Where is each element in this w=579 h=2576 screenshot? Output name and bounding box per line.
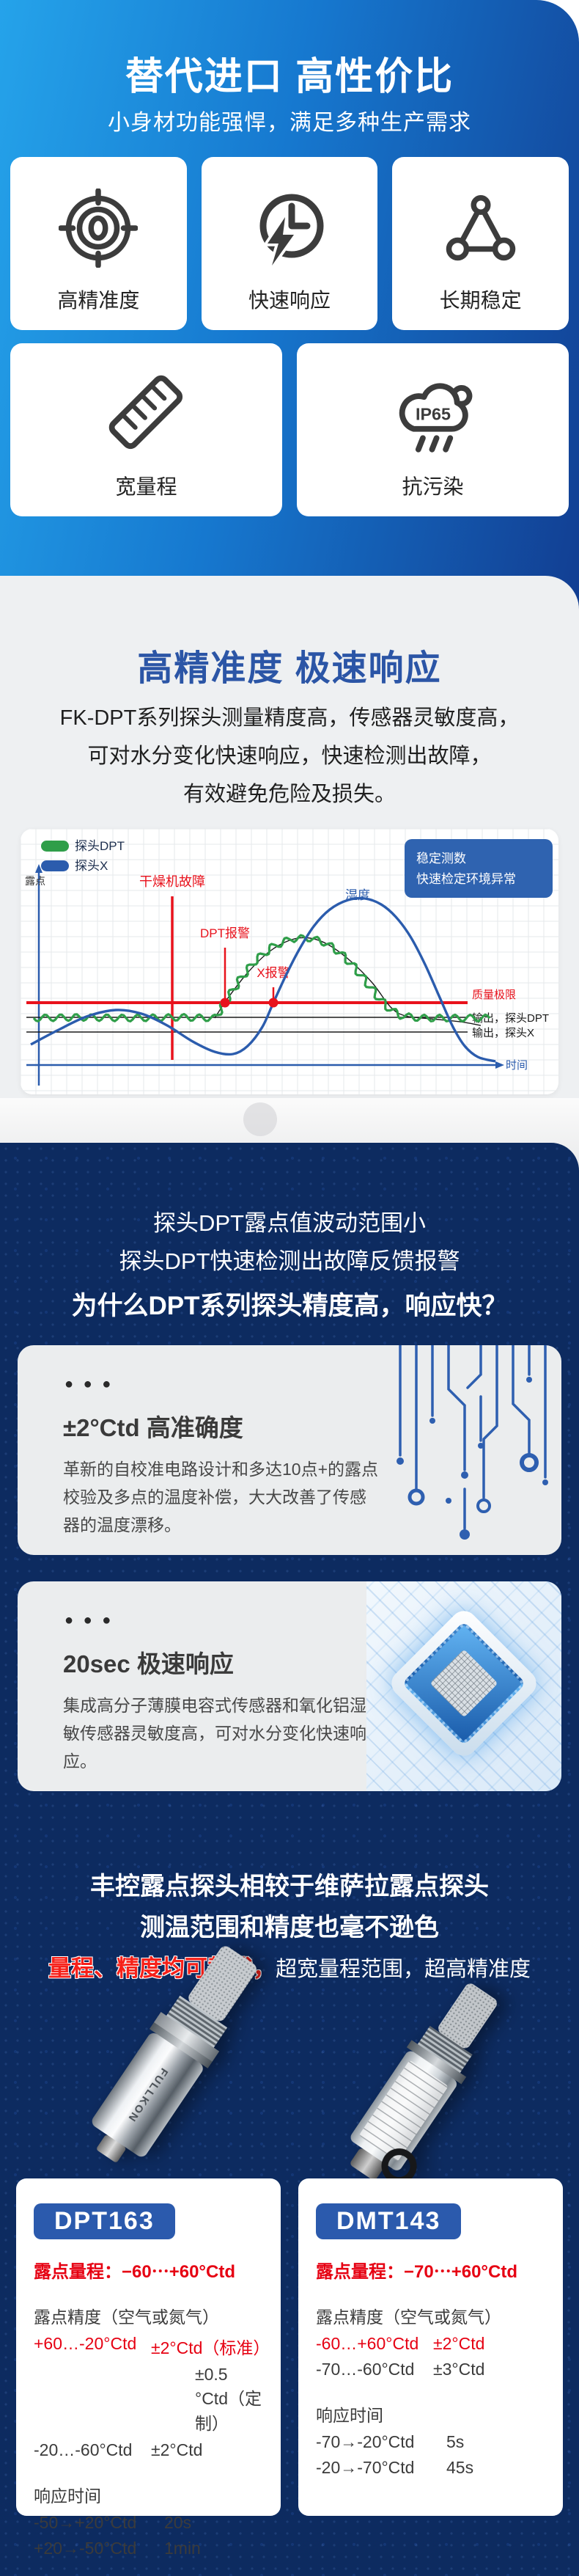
svg-text:探头DPT: 探头DPT	[75, 839, 125, 853]
feature-label: 高精准度	[57, 289, 140, 312]
feature-label: 宽量程	[115, 475, 177, 498]
feature-card-stability: 长期稳定	[392, 157, 569, 330]
spec-card-dmt143: DMT143 露点量程：−70⋯+60°Ctd 露点精度（空气或氮气） -60……	[298, 2178, 563, 2516]
dots-decoration: ● ● ●	[64, 1376, 114, 1392]
accuracy-row: -20…-60°Ctd ±2°Ctd	[34, 2440, 203, 2459]
target-icon	[58, 188, 139, 285]
benefit-card-speed: ● ● ● 20sec 极速响应 集成高分子薄膜电容式传感器和氧化铝湿敏传感器灵…	[18, 1581, 561, 1791]
microchip-graphic	[366, 1581, 561, 1791]
compare-line-2: 测温范围和精度也毫不逊色	[140, 1914, 439, 1942]
photo-lens-shape	[243, 1102, 277, 1136]
response-row: +20→-50°Ctd 1min	[34, 2539, 201, 2558]
accuracy-header: 露点精度（空气或氮气）	[34, 2308, 219, 2327]
benefit-body: 集成高分子薄膜电容式传感器和氧化铝湿敏传感器灵敏度高，可对水分变化快速响应。	[63, 1696, 366, 1771]
range-line: 露点量程：−70⋯+60°Ctd	[316, 2262, 518, 2282]
svg-text:质量极限: 质量极限	[472, 989, 516, 1001]
rain-cloud-icon: IP65	[392, 372, 474, 471]
accuracy-row: +60…-20°Ctd ±2°Ctd（标准）	[34, 2334, 270, 2357]
hero-section: 替代进口 高性价比 小身材功能强悍，满足多种生产需求 高精准度	[0, 0, 579, 610]
hero-title: 替代进口 高性价比	[125, 56, 454, 98]
svg-text:快速检定环境异常: 快速检定环境异常	[416, 872, 516, 886]
feature-card-range: 宽量程	[10, 343, 282, 516]
sensor-photo-dmt143	[333, 1964, 517, 2192]
hero-subtitle: 小身材功能强悍，满足多种生产需求	[108, 111, 471, 135]
dots-decoration: ● ● ●	[64, 1612, 114, 1628]
response-header: 响应时间	[316, 2406, 383, 2425]
why-line-2: 探头DPT快速检测出故障反馈报警	[119, 1248, 460, 1274]
feature-label: 长期稳定	[439, 289, 522, 312]
compare-line-1: 丰控露点探头相较于维萨拉露点探头	[90, 1873, 489, 1900]
feature-label: 抗污染	[402, 475, 464, 498]
dewpoint-chart-panel: 质量极限输出，探头DPT 输出，探头X 干燥机故障 DPT报警 X报警 湿度 露点时间 探头D…	[21, 829, 558, 1094]
spec-card-dpt163: DPT163 露点量程：−60⋯+60°Ctd 露点精度（空气或氮气） +60……	[16, 2178, 281, 2558]
benefit-card-accuracy: ● ● ● ±2°Ctd 高准确度 革新的自校准电路设计和多达10点+的露点校验…	[18, 1345, 561, 1555]
sensor-spec-label	[358, 2060, 449, 2162]
svg-text:露点: 露点	[25, 875, 45, 887]
why-line-1: 探头DPT露点值波动范围小	[153, 1210, 426, 1236]
benefit-title: 20sec 极速响应	[63, 1650, 234, 1677]
response-row: -20→-70°Ctd 45s	[316, 2458, 474, 2477]
response-header: 响应时间	[34, 2487, 101, 2506]
sensor-brand-label: FULLKON	[125, 2065, 171, 2125]
response-row: -70→-20°Ctd 5s	[316, 2432, 465, 2451]
feature-card-accuracy: 高精准度	[10, 157, 187, 330]
svg-text:输出，探头X: 输出，探头X	[472, 1027, 534, 1039]
svg-text:输出，探头DPT: 输出，探头DPT	[472, 1012, 549, 1025]
feature-card-pollution: IP65 抗污染	[297, 343, 569, 516]
accuracy-row: -60…+60°Ctd ±2°Ctd	[316, 2334, 485, 2353]
model-badge: DPT163	[34, 2203, 175, 2239]
compare-line-3: 量程、精度均可替代，超宽量程范围，超高精准度	[0, 1950, 579, 1983]
model-badge: DMT143	[316, 2203, 462, 2239]
svg-text:湿度: 湿度	[345, 888, 370, 902]
why-section: 探头DPT露点值波动范围小 探头DPT快速检测出故障反馈报警 为什么DPT系列探…	[0, 1143, 579, 2576]
response-row: -50→+20°Ctd 20s	[34, 2513, 192, 2532]
svg-text:IP65: IP65	[416, 404, 451, 423]
feature-card-response: 快速响应	[201, 157, 378, 330]
section-paragraph: FK-DPT系列探头测量精度高，传感器灵敏度高， 可对水分变化快速响应，快速检测…	[59, 706, 520, 806]
svg-text:X报警: X报警	[257, 966, 290, 980]
svg-text:DPT报警: DPT报警	[200, 926, 250, 940]
svg-text:探头X: 探头X	[75, 859, 108, 873]
feature-row-2: 宽量程 IP65 抗污染	[10, 343, 569, 516]
range-line: 露点量程：−60⋯+60°Ctd	[34, 2262, 236, 2282]
model-name: DMT143	[336, 2207, 441, 2235]
section-title: 高精准度 极速响应	[137, 649, 442, 688]
circuit-traces-graphic	[397, 1345, 548, 1540]
svg-text:稳定测数: 稳定测数	[416, 852, 466, 866]
model-name: DPT163	[54, 2207, 155, 2235]
accuracy-row: ±0.5 °Ctd（定制）	[195, 2365, 262, 2433]
feature-row-1: 高精准度 快速响应	[10, 157, 569, 330]
clock-lightning-icon	[250, 189, 329, 285]
svg-text:时间: 时间	[506, 1059, 528, 1072]
why-headline: 为什么DPT系列探头精度高，响应快？	[71, 1292, 508, 1320]
ruler-icon	[106, 372, 188, 471]
benefit-body: 革新的自校准电路设计和多达10点+的露点校验及多点的温度补偿，大大改善了传感器的…	[63, 1460, 379, 1534]
accuracy-section: 高精准度 极速响应 FK-DPT系列探头测量精度高，传感器灵敏度高， 可对水分变…	[0, 576, 579, 1098]
feature-label: 快速响应	[248, 289, 331, 312]
molecule-triangle-icon	[441, 189, 520, 285]
accuracy-row: -70…-60°Ctd ±3°Ctd	[316, 2360, 485, 2379]
compare-rest-text: 超宽量程范围，超高精准度	[275, 1958, 531, 1981]
accuracy-header: 露点精度（空气或氮气）	[316, 2308, 501, 2327]
svg-text:干燥机故障: 干燥机故障	[139, 874, 205, 889]
benefit-title: ±2°Ctd 高准确度	[63, 1414, 243, 1441]
